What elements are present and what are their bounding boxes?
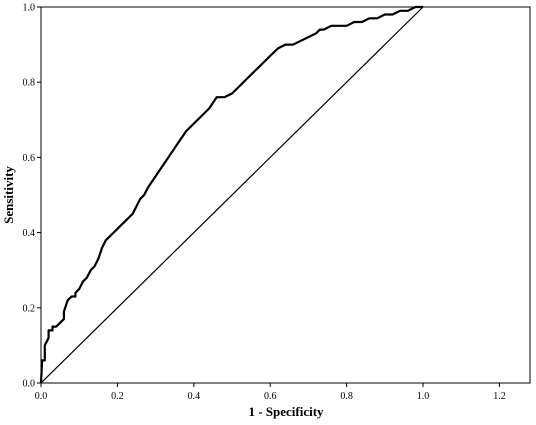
- y-tick-label: 0.6: [23, 153, 36, 164]
- y-axis-title: Sensitivity: [1, 166, 16, 224]
- x-axis-ticks: 0.0 0.2 0.4 0.6 0.8 1.0 1.2: [35, 383, 506, 402]
- reference-diagonal-line: [40, 6, 424, 384]
- x-tick-label: 1.2: [493, 391, 506, 402]
- y-tick-label: 1.0: [23, 3, 36, 14]
- x-tick-label: 0.4: [188, 391, 201, 402]
- y-tick-label: 0.2: [23, 303, 36, 314]
- x-tick-label: 0.2: [111, 391, 124, 402]
- y-tick-label: 0.4: [23, 228, 36, 239]
- roc-curve-line: [39, 5, 423, 384]
- x-tick-label: 1.0: [417, 391, 430, 402]
- y-tick-label: 0.0: [23, 379, 36, 390]
- x-axis-title: 1 - Specificity: [248, 404, 324, 419]
- series-layer: [39, 5, 424, 384]
- y-axis-ticks: 0.0 0.2 0.4 0.6 0.8 1.0: [23, 3, 41, 390]
- x-tick-label: 0.8: [340, 391, 353, 402]
- plot-frame: [40, 6, 531, 384]
- x-tick-label: 0.0: [35, 391, 48, 402]
- x-tick-label: 0.6: [264, 391, 277, 402]
- y-tick-label: 0.8: [23, 78, 36, 89]
